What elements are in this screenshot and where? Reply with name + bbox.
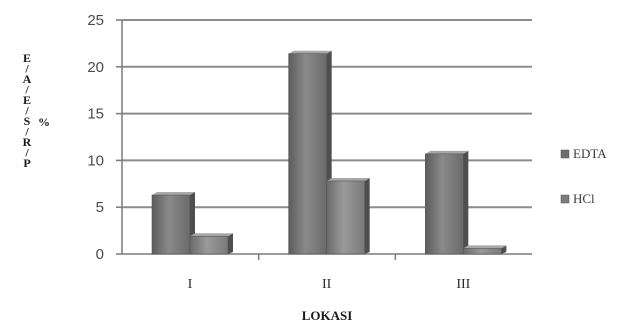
y-axis-title-char: / [24,83,29,97]
y-tick-label: 5 [96,199,104,216]
y-axis-title-char: / [24,146,29,160]
x-tick-label: II [322,277,332,292]
x-axis-title: LOKASI [302,308,353,323]
bar-front [288,53,327,255]
y-axis-unit: % [38,115,50,129]
bar-hcl-iii [463,245,507,255]
y-tick-label: 0 [96,246,104,263]
legend-label: HCl [573,191,595,206]
x-tick-label: III [456,277,470,292]
legend: EDTA HCl [560,146,607,206]
bar-front [151,194,191,255]
bar-edta-i [151,192,195,255]
bar-front [326,180,365,255]
bar-side [501,245,507,254]
bar-top [190,233,233,237]
bar-side [228,233,233,254]
y-axis-title-char: / [24,125,29,139]
y-axis-title-char: E [23,93,31,107]
bar-side [364,177,370,254]
bar-edta-iii [425,150,469,255]
x-tick-labels: I II III [188,277,471,292]
bar-front [189,235,229,255]
y-tick-label: 15 [87,106,104,123]
bar-front [425,153,464,255]
bar-hcl-i [189,233,233,255]
y-axis-title-char: S [24,114,31,128]
y-tick-labels: 0 5 10 15 20 25 [87,12,104,263]
y-axis-title-char: P [23,156,30,170]
bars [151,50,507,255]
bar-front [463,248,502,255]
bar-top [152,192,195,196]
legend-label: EDTA [573,146,607,161]
legend-swatch [560,194,570,204]
y-tick-label: 25 [87,12,104,29]
bar-top [425,150,469,154]
y-axis-title-char: / [24,104,29,118]
legend-item-edta: EDTA [560,146,607,161]
bar-top [463,245,507,249]
y-tick-label: 10 [87,152,104,169]
bar-hcl-ii [326,177,370,255]
legend-item-hcl: HCl [560,191,595,206]
y-tick-label: 20 [87,59,104,76]
bar-edta-ii [288,50,332,255]
legend-swatch [560,149,570,159]
x-tick-label: I [188,277,193,292]
y-axis-title-char: / [24,62,29,76]
bar-top [288,50,332,54]
y-axis-title-char: A [23,72,32,86]
y-axis-title-char: E [23,51,31,65]
bar-top [326,177,370,181]
bar-side [463,150,469,254]
y-axis-title-char: R [23,135,32,149]
y-axis-title: E/A/E/S/R/P [23,51,32,170]
